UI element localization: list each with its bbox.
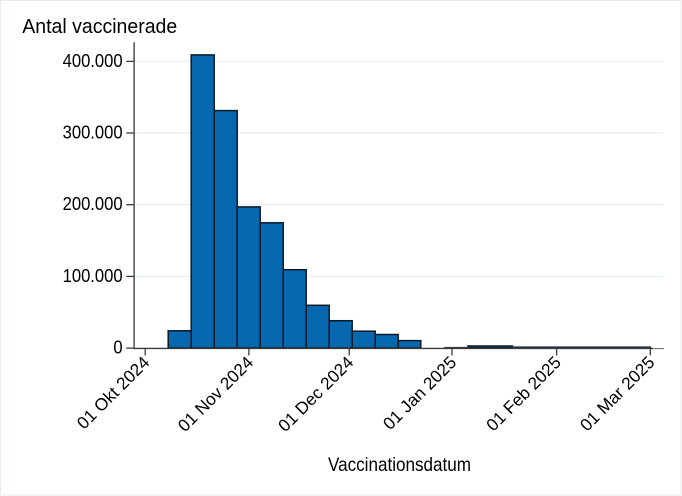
svg-text:0: 0 [113, 337, 122, 358]
svg-text:01 Mar 2025: 01 Mar 2025 [576, 352, 659, 435]
svg-text:01 Feb 2025: 01 Feb 2025 [482, 352, 565, 435]
svg-text:Antal vaccinerade: Antal vaccinerade [22, 15, 177, 38]
svg-text:200.000: 200.000 [63, 194, 123, 215]
svg-text:01 Dec 2024: 01 Dec 2024 [274, 352, 358, 436]
svg-text:300.000: 300.000 [63, 122, 123, 143]
svg-text:400.000: 400.000 [63, 50, 123, 71]
svg-text:01 Nov 2024: 01 Nov 2024 [174, 352, 258, 436]
svg-text:Vaccinationsdatum: Vaccinationsdatum [328, 453, 471, 475]
svg-text:01 Okt 2024: 01 Okt 2024 [73, 352, 154, 433]
svg-text:100.000: 100.000 [63, 265, 123, 286]
svg-text:01 Jan 2025: 01 Jan 2025 [379, 352, 460, 433]
